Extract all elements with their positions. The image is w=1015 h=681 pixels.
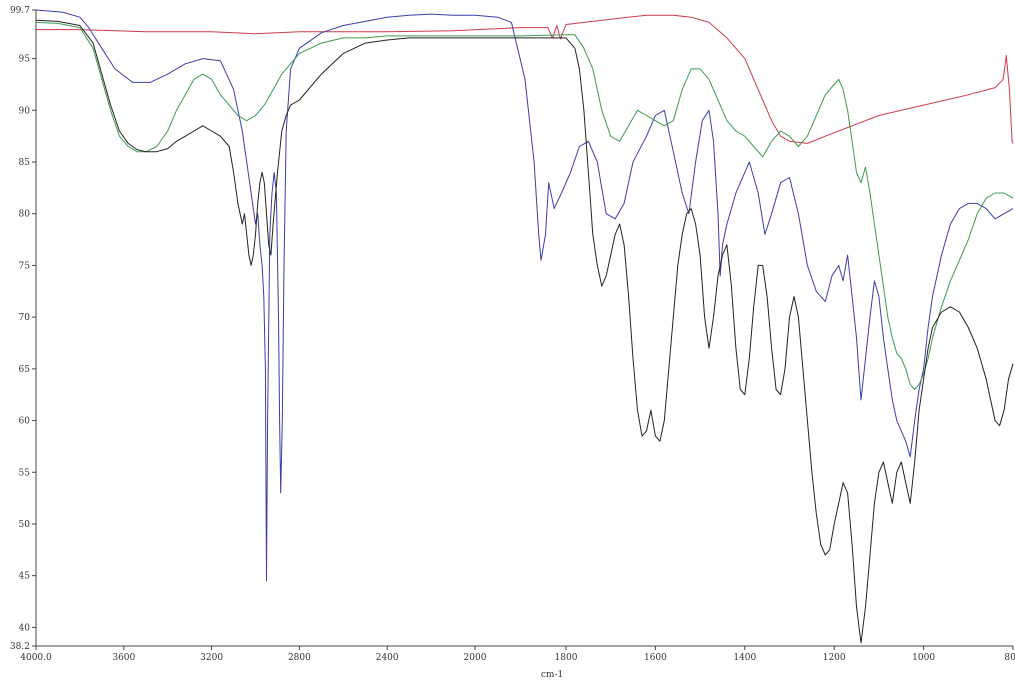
spectrum-line-3 bbox=[35, 21, 1014, 390]
chart-axes bbox=[35, 10, 1013, 647]
spectrum-line-2 bbox=[35, 9, 1014, 582]
x-axis-label: cm-1 bbox=[541, 670, 563, 680]
y-tick-label: 40 bbox=[19, 623, 31, 633]
x-tick-label: 2800 bbox=[288, 653, 311, 663]
y-tick-label: 45 bbox=[19, 572, 31, 582]
y-tick-label: 85 bbox=[19, 158, 31, 168]
y-tick-label: 75 bbox=[19, 261, 31, 271]
y-tick-label: 55 bbox=[19, 468, 31, 478]
x-tick-label: 1000 bbox=[912, 653, 935, 663]
x-tick-label: 2000 bbox=[464, 653, 487, 663]
x-tick-label: 3200 bbox=[200, 653, 223, 663]
chart-series-group bbox=[35, 9, 1014, 644]
x-tick-label: 1800 bbox=[555, 653, 578, 663]
y-tick-label: 95 bbox=[19, 55, 31, 65]
x-tick-label: 1400 bbox=[733, 653, 756, 663]
y-tick-label: 50 bbox=[19, 520, 31, 530]
y-tick-label: 80 bbox=[19, 210, 31, 220]
spectrum-line-4 bbox=[35, 19, 1014, 644]
x-tick-label: 1600 bbox=[644, 653, 667, 663]
y-tick-label: 70 bbox=[19, 313, 31, 323]
x-tick-label: 800 bbox=[1004, 653, 1015, 663]
spectrum-line-1 bbox=[36, 14, 1014, 144]
x-tick-label: 1200 bbox=[823, 653, 846, 663]
y-tick-label: 60 bbox=[19, 417, 31, 427]
x-tick-label: 4000.0 bbox=[20, 653, 52, 663]
x-tick-label: 2400 bbox=[376, 653, 399, 663]
y-tick-label: 99.7 bbox=[10, 6, 30, 16]
y-tick-label: 65 bbox=[19, 365, 31, 375]
chart-tick-labels: 4000.0 3600 3200 2800 2400 2000 1800 1600 1400 12… bbox=[10, 6, 1015, 663]
y-tick-label: 38.2 bbox=[10, 642, 30, 652]
x-tick-label: 3600 bbox=[112, 653, 135, 663]
y-tick-label: 90 bbox=[19, 106, 31, 116]
